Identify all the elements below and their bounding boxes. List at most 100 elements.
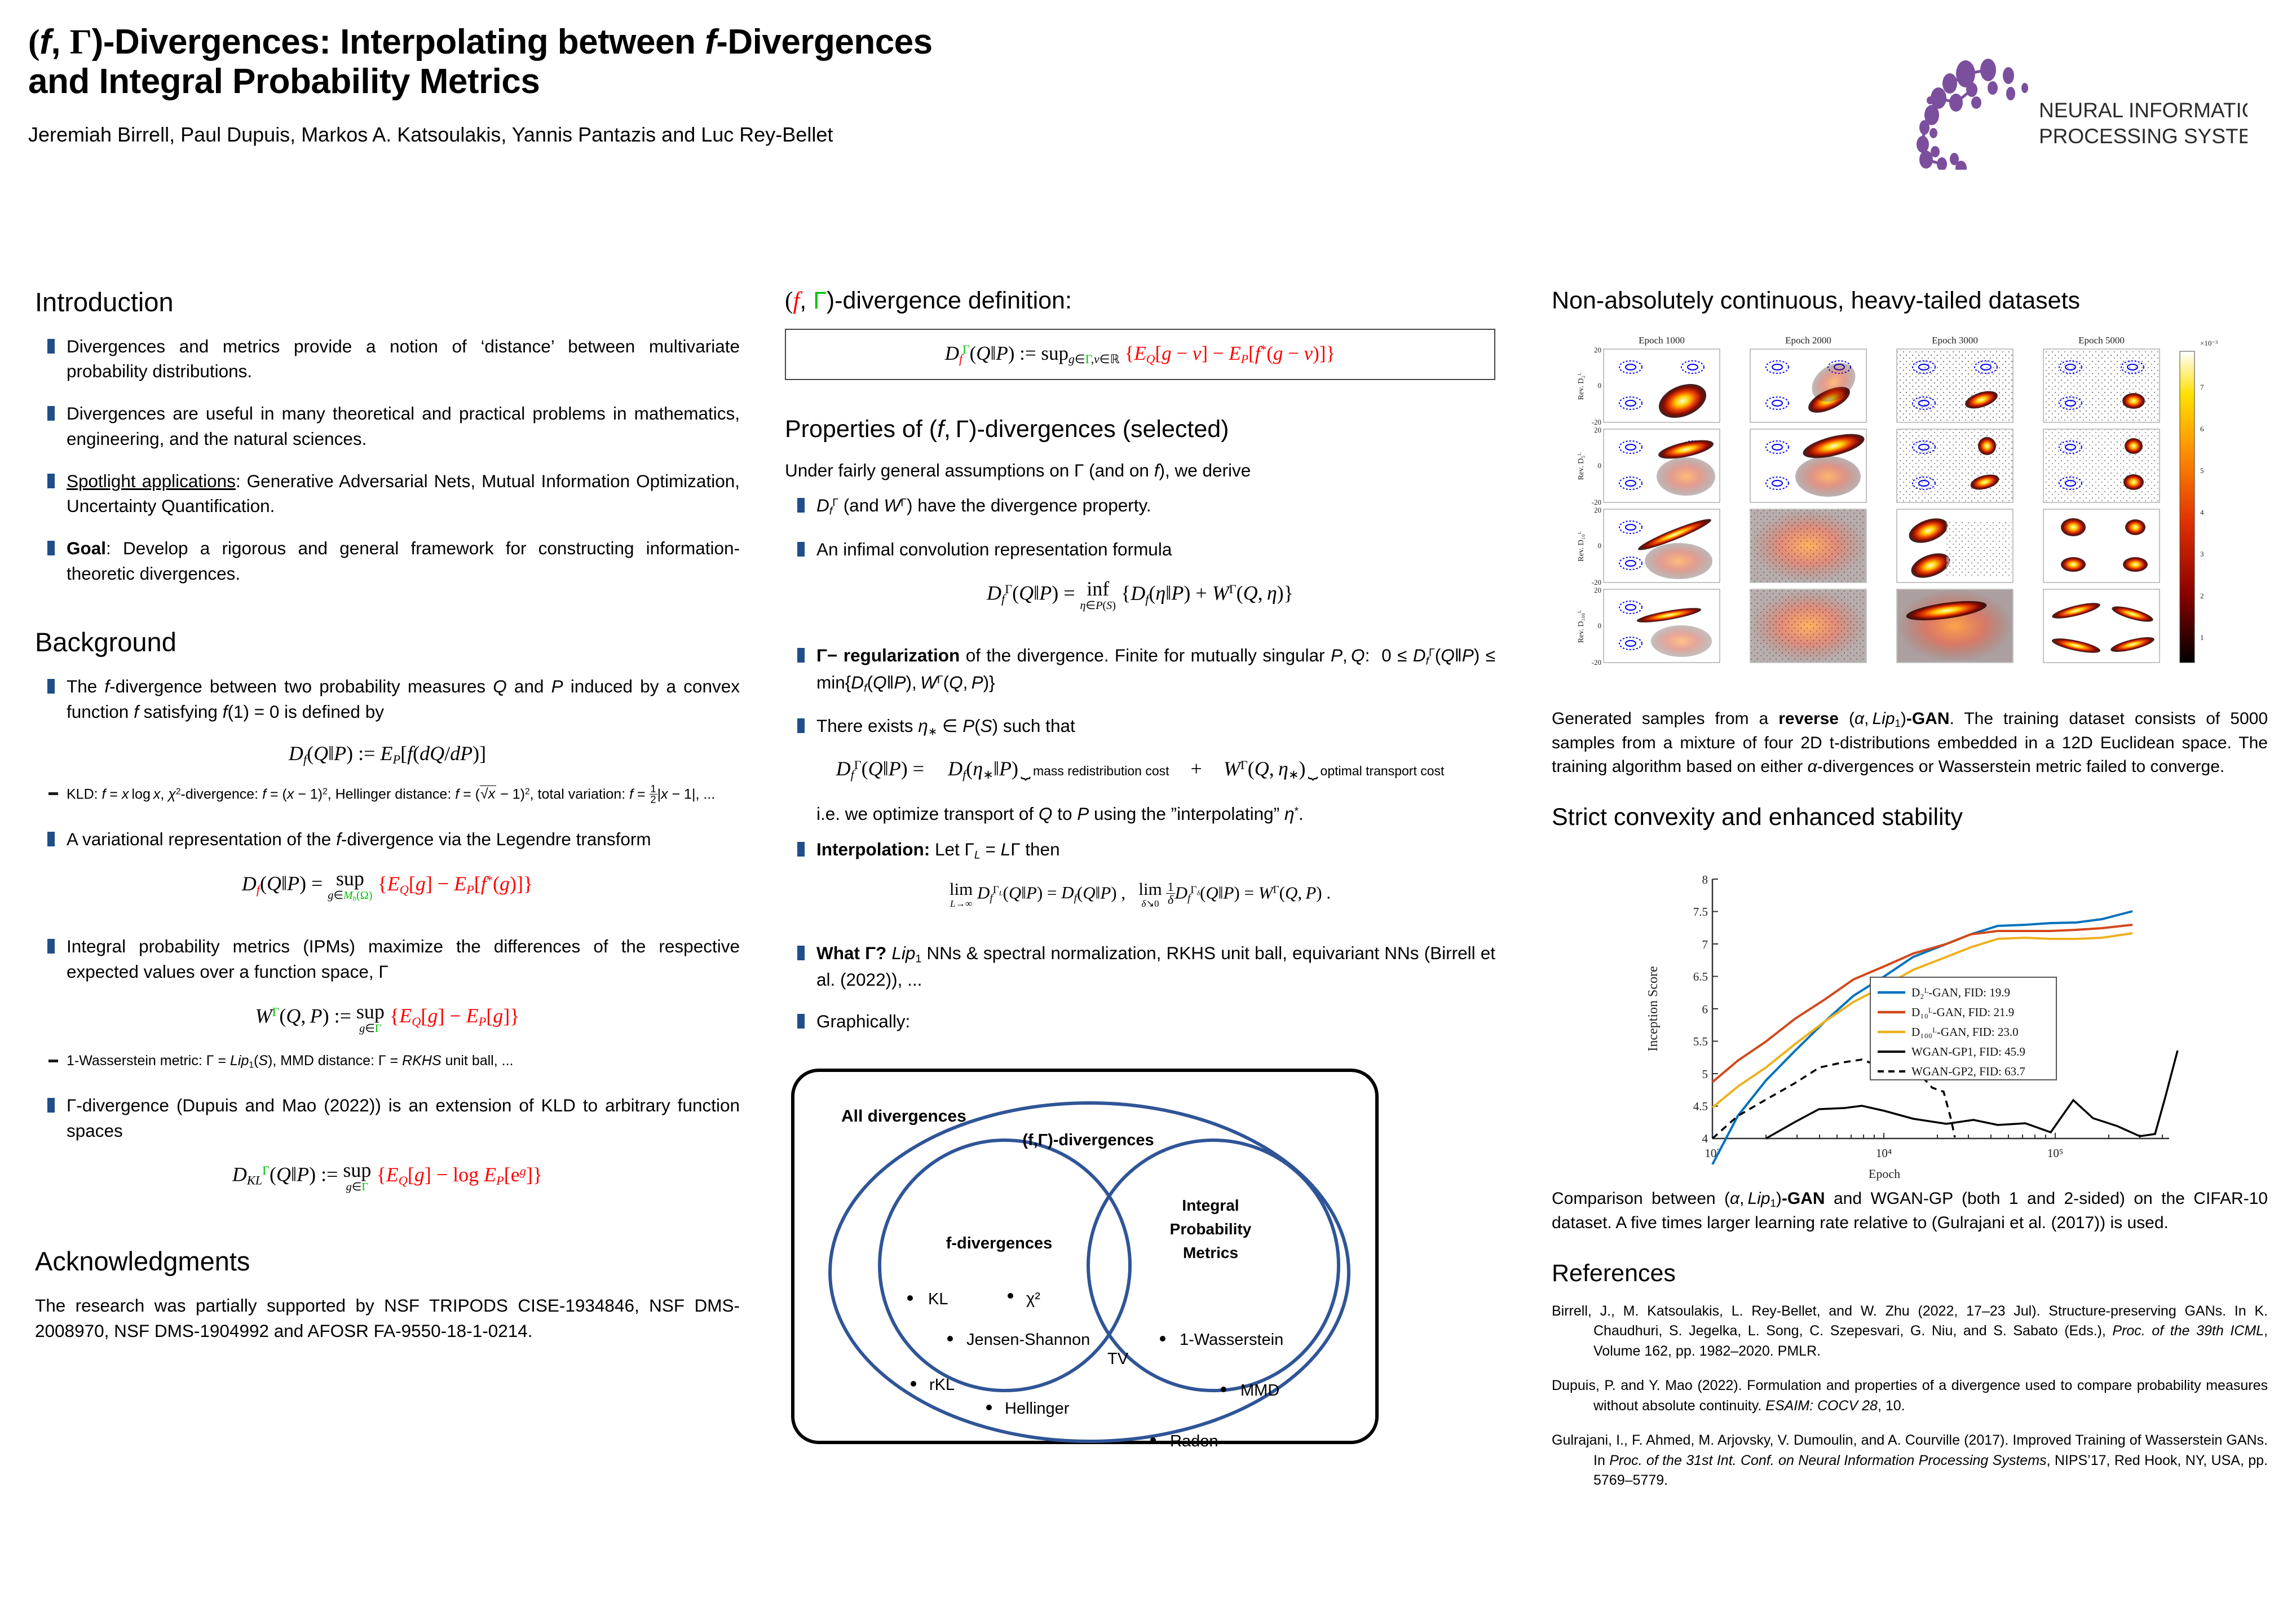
introduction-bullets: Divergences and metrics provide a notion… (35, 334, 740, 586)
chart-y-tickmarks (1712, 879, 1718, 1107)
svg-text:-20: -20 (1592, 578, 1601, 586)
title-f2-symbol: f (705, 23, 717, 61)
equation-variational: Df(Q‖P) = sup g∈Mb(Ω) {EQ[g] − EP[f*(g)]} (241, 867, 533, 903)
scatter-panel (1603, 348, 1720, 423)
brace-term-left: Df(η∗‖P) ⏟ mass redistribution cost (948, 757, 1169, 782)
venn-dot (1008, 1293, 1013, 1299)
venn-dot (1160, 1336, 1165, 1342)
chart-xlabel: Epoch (1869, 1167, 1900, 1181)
brace-term-right: WΓ(Q, η∗) ⏟ optimal transport cost (1223, 757, 1445, 782)
venn-f-label: f-divergences (946, 1234, 1053, 1252)
column-right: Non-absolutely continuous, heavy-tailed … (1552, 287, 2268, 1506)
title-line1-post: )-Divergences: Interpolating between (91, 23, 705, 61)
brace-lhs: DfΓ(Q‖P) = (836, 757, 925, 782)
chart-x-ticks: 10³ 10⁴ 10⁵ (1705, 1146, 2063, 1160)
list-item: Interpolation: Let ΓL = LΓ then (785, 837, 1495, 863)
title-f-symbol: f (39, 23, 51, 61)
list-item: Divergences and metrics provide a notion… (35, 334, 740, 384)
chart-y-ticks: 8 7.5 7 6.5 6 5.5 5 4.5 4 (1693, 873, 1708, 1145)
scatter-panel (1896, 589, 2014, 663)
venn-dot (1150, 1437, 1156, 1444)
chart-line-d2l (1711, 910, 2133, 1166)
properties-intro: Under fairly general assumptions on Γ (a… (785, 460, 1251, 480)
reference-item: Birrell, J., M. Katsoulakis, L. Rey-Bell… (1552, 1303, 2268, 1359)
svg-text:2: 2 (2200, 592, 2204, 600)
list-item: An infimal convolution representation fo… (785, 537, 1495, 562)
list-item: Γ-divergence (Dupuis and Mao (2022)) is … (35, 1093, 740, 1143)
column-left: Introduction Divergences and metrics pro… (35, 288, 740, 1354)
venn-ipm-label-1: Integral (1182, 1197, 1239, 1214)
svg-text:1: 1 (2200, 633, 2204, 642)
goal-lead: Goal (67, 538, 107, 558)
equation-interpolation-limits: lim L→∞ DfΓL(Q‖P) = Df(Q‖P) , lim δ↘0 1 δ Df… (949, 879, 1331, 910)
brace-left-label: mass redistribution cost (1032, 764, 1169, 778)
def-comma: , (800, 287, 814, 314)
list-item: A variational representation of the f-di… (35, 827, 740, 852)
venn-outer-label: All divergences (841, 1107, 966, 1126)
list-item: Graphically: (785, 1009, 1495, 1034)
scatter-panel (1603, 589, 1720, 663)
scatter-grid-figure: Epoch 1000 Epoch 2000 Epoch 3000 Epoch 5… (1552, 329, 2268, 692)
goal-rest: : Develop a rigorous and general framewo… (67, 538, 740, 584)
venn-ipm-label-2: Probability (1170, 1220, 1252, 1238)
list-item: DfΓ (and WΓ) have the divergence propert… (785, 493, 1495, 519)
background-bullets-4: Γ-divergence (Dupuis and Mao (2022)) is … (35, 1093, 740, 1143)
svg-text:20: 20 (1594, 346, 1601, 354)
reference-item: Dupuis, P. and Y. Mao (2022). Formulatio… (1552, 1378, 2268, 1414)
venn-ipm-circle (1087, 1138, 1340, 1393)
svg-text:20: 20 (1594, 426, 1601, 434)
venn-dot (1221, 1387, 1226, 1393)
caption-strict-convexity: Comparison between (α, Lip1)-GAN and WGA… (1552, 1189, 2268, 1232)
venn-item-1-wasserstein: 1-Wasserstein (1180, 1331, 1283, 1349)
scatter-panel (1896, 348, 2014, 423)
svg-text:0: 0 (1598, 381, 1602, 390)
legend-item-3: WGAN-GP1, FID: 45.9 (1911, 1045, 2025, 1058)
venn-dot (911, 1381, 916, 1387)
venn-item-chi2: χ² (1026, 1290, 1040, 1308)
equation-mass-transport-decomposition: DfΓ(Q‖P) = Df(η∗‖P) ⏟ mass redistributio… (785, 757, 1495, 782)
venn-item-hellinger: Hellinger (1005, 1400, 1070, 1418)
acknowledgments-text: The research was partially supported by … (35, 1295, 740, 1341)
svg-text:7.5: 7.5 (1693, 905, 1708, 919)
title-comma: , (51, 23, 70, 61)
svg-text:6: 6 (1702, 1003, 1708, 1016)
venn-fgamma-ellipse (828, 1101, 1350, 1444)
svg-text:5: 5 (2200, 466, 2204, 475)
svg-text:5: 5 (1702, 1067, 1708, 1081)
heading-acknowledgments: Acknowledgments (35, 1246, 250, 1277)
list-item: What Γ? Lip1 NNs & spectral normalizatio… (785, 941, 1495, 992)
svg-text:0: 0 (1598, 621, 1602, 630)
svg-text:7: 7 (2200, 383, 2204, 391)
scatter-panel (1750, 429, 1867, 503)
list-item: Divergences are useful in many theoretic… (35, 401, 740, 451)
list-item: Goal: Develop a rigorous and general fra… (35, 536, 740, 586)
inception-score-chart: 8 7.5 7 6.5 6 5.5 5 4.5 4 (1646, 873, 2179, 1181)
scatter-row-label-0: Rev. D₂ᴸ (1577, 373, 1586, 400)
scatter-colorbar: ×10⁻³ 7 6 5 4 3 2 1 (2179, 339, 2218, 663)
logo-line2: PROCESSING SYSTEMS (2039, 125, 2248, 148)
scatter-panel (2043, 348, 2160, 423)
venn-item-tv: TV (1107, 1350, 1129, 1368)
heading-properties: Properties of (f, Γ)-divergences (select… (785, 416, 1229, 443)
list-item: Integral probability metrics (IPMs) maxi… (35, 934, 740, 984)
svg-text:6: 6 (2200, 425, 2204, 433)
svg-text:6.5: 6.5 (1693, 970, 1708, 983)
venn-item-radon: Radon (1170, 1432, 1218, 1450)
heading-background: Background (35, 627, 176, 657)
properties-bullets-3: Interpolation: Let ΓL = LΓ then (785, 837, 1495, 863)
def-heading-post: )-divergence definition: (826, 287, 1072, 314)
colorbar-exponent: ×10⁻³ (2200, 339, 2218, 347)
svg-text:20: 20 (1594, 506, 1601, 514)
logo-dots-icon (1917, 59, 2028, 170)
legend-item-2: D₁₀₀ᴸ-GAN, FID: 23.0 (1911, 1025, 2019, 1039)
brace-plus: + (1190, 757, 1202, 780)
heading-strict-convexity: Strict convexity and enhanced stability (1552, 804, 1963, 831)
chart-legend: D₂ᴸ-GAN, FID: 19.9 D₁₀ᴸ-GAN, FID: 21.9 D… (1870, 977, 2057, 1081)
spotlight-rest: : Generative Adversarial Nets, Mutual In… (67, 470, 740, 517)
def-f-symbol: f (793, 288, 800, 314)
chart-line-d100l (1711, 932, 2133, 1109)
list-item: KLD: f = x log x, χ2-divergence: f = (x … (35, 783, 740, 805)
caption-heavy-tailed: Generated samples from a reverse (α, Lip… (1552, 709, 2268, 776)
svg-text:-20: -20 (1592, 658, 1601, 667)
